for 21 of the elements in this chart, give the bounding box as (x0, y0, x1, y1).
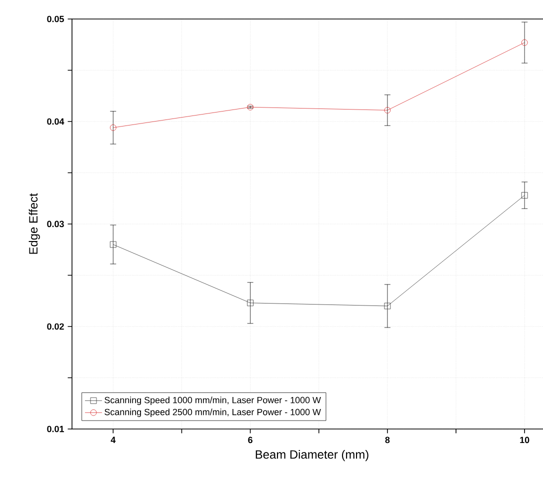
y-tick-label: 0.01 (47, 426, 64, 432)
y-tick-label: 0.05 (47, 16, 64, 22)
x-tick-label: 8 (385, 436, 390, 444)
point (521, 192, 528, 198)
point (521, 39, 528, 46)
x-tick-label: 4 (110, 436, 116, 443)
point (247, 300, 254, 306)
point (384, 302, 391, 310)
x-tick-label: 10 (520, 436, 530, 444)
point (247, 104, 254, 110)
legend-label: Scanning Speed 1000 mm/min, Laser Power - 1000 W (104, 396, 321, 405)
point (384, 107, 391, 114)
legend-label: Scanning Speed 2500 mm/min, Laser Power - 1000 W (104, 408, 321, 417)
y-tick-label: 0.04 (47, 118, 64, 125)
y-axis-title: Edge Effect (28, 193, 40, 254)
x-tick-label: 6 (248, 436, 252, 444)
x-axis-title: Beam Diameter (mm) (256, 450, 368, 462)
y-tick-label: 0.02 (47, 323, 64, 330)
point (110, 241, 116, 248)
point (110, 124, 116, 131)
y-tick-label: 0.03 (47, 220, 64, 228)
